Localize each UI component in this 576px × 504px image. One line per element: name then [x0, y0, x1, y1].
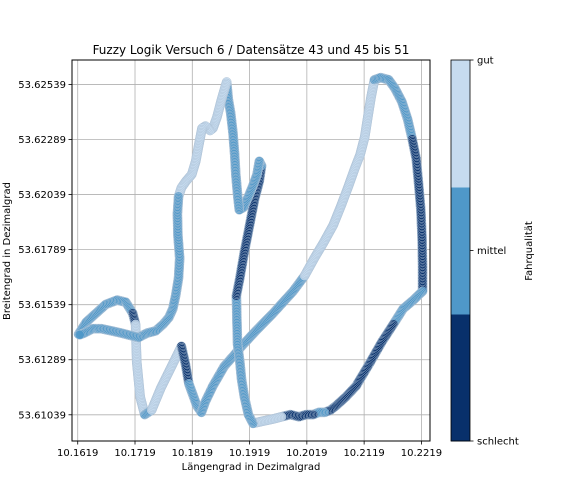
colorbar-segment-gut — [451, 60, 470, 188]
x-tick-label: 10.1819 — [172, 448, 213, 459]
x-tick-label: 10.2219 — [401, 448, 442, 459]
colorbar-segment-mittel — [451, 187, 470, 315]
colorbar-tick-label: gut — [477, 56, 494, 67]
y-axis: 53.61039 53.61289 53.61539 53.61789 53.62039… — [18, 80, 72, 421]
x-tick-label: 10.2119 — [343, 448, 384, 459]
x-axis: 10.1619 10.1719 10.1819 10.1919 10.2019 10.21… — [57, 441, 442, 459]
x-tick-label: 10.1719 — [114, 448, 155, 459]
y-tick-label: 53.62289 — [18, 135, 66, 146]
y-tick-label: 53.61039 — [18, 410, 66, 421]
plot-frame — [71, 59, 431, 442]
colorbar-tick-label: schlecht — [477, 437, 519, 448]
colorbar: schlecht mittel gut — [450, 56, 519, 448]
x-tick-label: 10.1919 — [229, 448, 270, 459]
y-axis-label: Breitengrad in Dezimalgrad — [2, 182, 13, 320]
x-tick-label: 10.1619 — [57, 448, 98, 459]
y-tick-label: 53.62039 — [18, 190, 66, 201]
track-point-mittel — [74, 329, 85, 340]
data-points — [73, 72, 428, 429]
y-tick-label: 53.62539 — [18, 80, 66, 91]
y-tick-label: 53.61289 — [18, 355, 66, 366]
plot-background — [72, 60, 430, 441]
x-tick-label: 10.2019 — [286, 448, 327, 459]
colorbar-tick-label: mittel — [477, 246, 506, 257]
y-tick-label: 53.61789 — [18, 245, 66, 256]
y-tick-label: 53.61539 — [18, 300, 66, 311]
chart-title: Fuzzy Logik Versuch 6 / Datensätze 43 un… — [93, 43, 410, 57]
colorbar-segment-schlecht — [451, 314, 470, 442]
colorbar-label: Fahrqualität — [524, 221, 535, 281]
x-axis-label: Längengrad in Dezimalgrad — [182, 462, 321, 473]
